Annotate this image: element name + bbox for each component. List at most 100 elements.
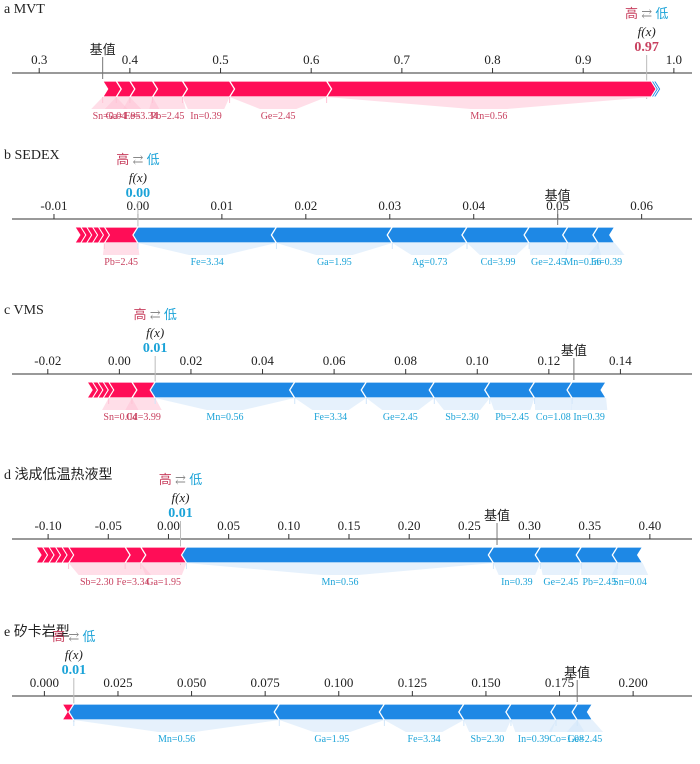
- label-connector: [463, 720, 511, 732]
- feature-label: Ge=2.45: [567, 734, 602, 745]
- feature-label: Ge=2.45: [531, 257, 566, 268]
- tick-label: 0.7: [394, 52, 411, 67]
- tick-label: 0.000: [30, 675, 59, 690]
- tick-label: 0.050: [177, 675, 206, 690]
- feature-label: Co=1.08: [549, 734, 584, 745]
- feature-label: Mn=0.56: [158, 734, 195, 745]
- feature-label: Mn=0.56: [206, 412, 243, 423]
- tick-label: -0.10: [35, 518, 62, 533]
- panel-title: d 浅成低温热液型: [4, 467, 113, 483]
- feature-label: Mn=0.56: [470, 111, 507, 122]
- force-segment: [528, 381, 574, 399]
- force-plot-panel: a MVT 0.3 0.4 0.5 0.6 0.7 0.8 0.9 1.0 基值 高 ⇄ 低 f(x)…: [4, 2, 692, 122]
- feature-label: Ga=1.95: [146, 577, 181, 588]
- feature-label: In=0.39: [518, 734, 549, 745]
- fx-label: f(x): [146, 325, 164, 340]
- feature-label: In=0.39: [190, 111, 221, 122]
- label-connector: [155, 398, 295, 410]
- label-connector: [566, 720, 604, 732]
- tick-label: 0.4: [122, 52, 139, 67]
- high-low-part: 低: [189, 472, 202, 487]
- tick-label: 0.150: [471, 675, 500, 690]
- high-low-part: 低: [83, 629, 96, 644]
- tick-label: 0.9: [575, 52, 591, 67]
- force-segment: [67, 546, 131, 564]
- tail-segment: [61, 546, 75, 564]
- high-low-part: 高: [116, 152, 129, 167]
- high-low-part: ⇄: [65, 629, 82, 644]
- high-low-part: 低: [147, 152, 160, 167]
- label-connector: [489, 398, 535, 410]
- label-connector: [276, 243, 393, 255]
- label-connector: [510, 720, 556, 732]
- force-segment: [611, 546, 644, 564]
- force-segment: [461, 226, 531, 244]
- tick-label: 0.6: [303, 52, 320, 67]
- label-connector: [68, 563, 126, 575]
- feature-label: Ga=1.95: [317, 257, 352, 268]
- feature-label: Ag=0.73: [412, 257, 447, 268]
- feature-label: Ge=2.45: [383, 412, 418, 423]
- feature-label: Pb=2.45: [104, 257, 138, 268]
- feature-label: Pb=2.45: [582, 577, 616, 588]
- panel-title: b SEDEX: [4, 148, 60, 163]
- feature-label: Pb=2.45: [151, 111, 185, 122]
- force-segment: [151, 80, 189, 98]
- feature-label: Ga=1.95: [106, 111, 141, 122]
- force-segment: [487, 546, 542, 564]
- tail-segment: [652, 80, 662, 98]
- tick-label: 0.00: [157, 518, 180, 533]
- label-connector: [137, 243, 277, 255]
- feature-label: Ge=2.45: [543, 577, 578, 588]
- force-segment: [132, 226, 278, 244]
- force-plot-panel: c VMS -0.02 0.00 0.02 0.04 0.06 0.08 0.10 0.12 0.…: [4, 303, 692, 423]
- panel-title: c VMS: [4, 303, 44, 318]
- tick-label: 0.06: [323, 353, 346, 368]
- label-connector: [73, 720, 280, 732]
- high-low-legend: 高 ⇄ 低: [159, 472, 202, 487]
- tick-label: -0.01: [40, 198, 67, 213]
- label-connector: [182, 97, 230, 109]
- force-segment: [289, 381, 368, 399]
- feature-label: Cd=3.99: [126, 412, 161, 423]
- label-connector: [611, 563, 649, 575]
- fx-value: 0.01: [62, 663, 87, 678]
- tick-label: 0.025: [103, 675, 132, 690]
- feature-label: Sn=0.04: [93, 111, 127, 122]
- force-plot-panel: e 矽卡岩型 0.000 0.025 0.050 0.075 0.100 0.125 0.15…: [4, 624, 692, 745]
- tail-segment: [102, 381, 115, 399]
- force-segment: [523, 226, 569, 244]
- tick-label: 0.100: [324, 675, 353, 690]
- base-value-label: 基值: [484, 508, 510, 523]
- tick-label: 0.3: [31, 52, 47, 67]
- feature-label: Mn=0.56: [564, 257, 601, 268]
- fx-value: 0.97: [634, 40, 659, 55]
- panel-title: a MVT: [4, 2, 45, 17]
- feature-label: Sb=2.30: [471, 734, 505, 745]
- label-connector: [467, 243, 530, 255]
- high-low-part: ⇄: [638, 6, 655, 21]
- label-connector: [434, 398, 490, 410]
- label-connector: [102, 243, 140, 255]
- force-segment: [68, 703, 281, 721]
- feature-label: Fe=3.34: [116, 577, 149, 588]
- high-low-part: 高: [159, 472, 172, 487]
- force-segment: [360, 381, 436, 399]
- tick-label: 0.40: [639, 518, 662, 533]
- force-segment: [566, 381, 608, 399]
- force-segment: [592, 226, 616, 244]
- feature-label: Sb=2.30: [445, 412, 479, 423]
- feature-label: Co=1.08: [536, 412, 571, 423]
- force-segment: [228, 80, 333, 98]
- feature-label: In=0.39: [591, 257, 622, 268]
- label-connector: [366, 398, 435, 410]
- force-segment: [270, 226, 394, 244]
- force-segment: [484, 381, 536, 399]
- label-connector: [384, 720, 464, 732]
- label-connector: [326, 97, 652, 109]
- tail-segment: [97, 226, 110, 244]
- force-segment: [273, 703, 386, 721]
- tick-label: 0.12: [537, 353, 560, 368]
- tick-label: 0.10: [277, 518, 300, 533]
- feature-label: Ge=2.45: [261, 111, 296, 122]
